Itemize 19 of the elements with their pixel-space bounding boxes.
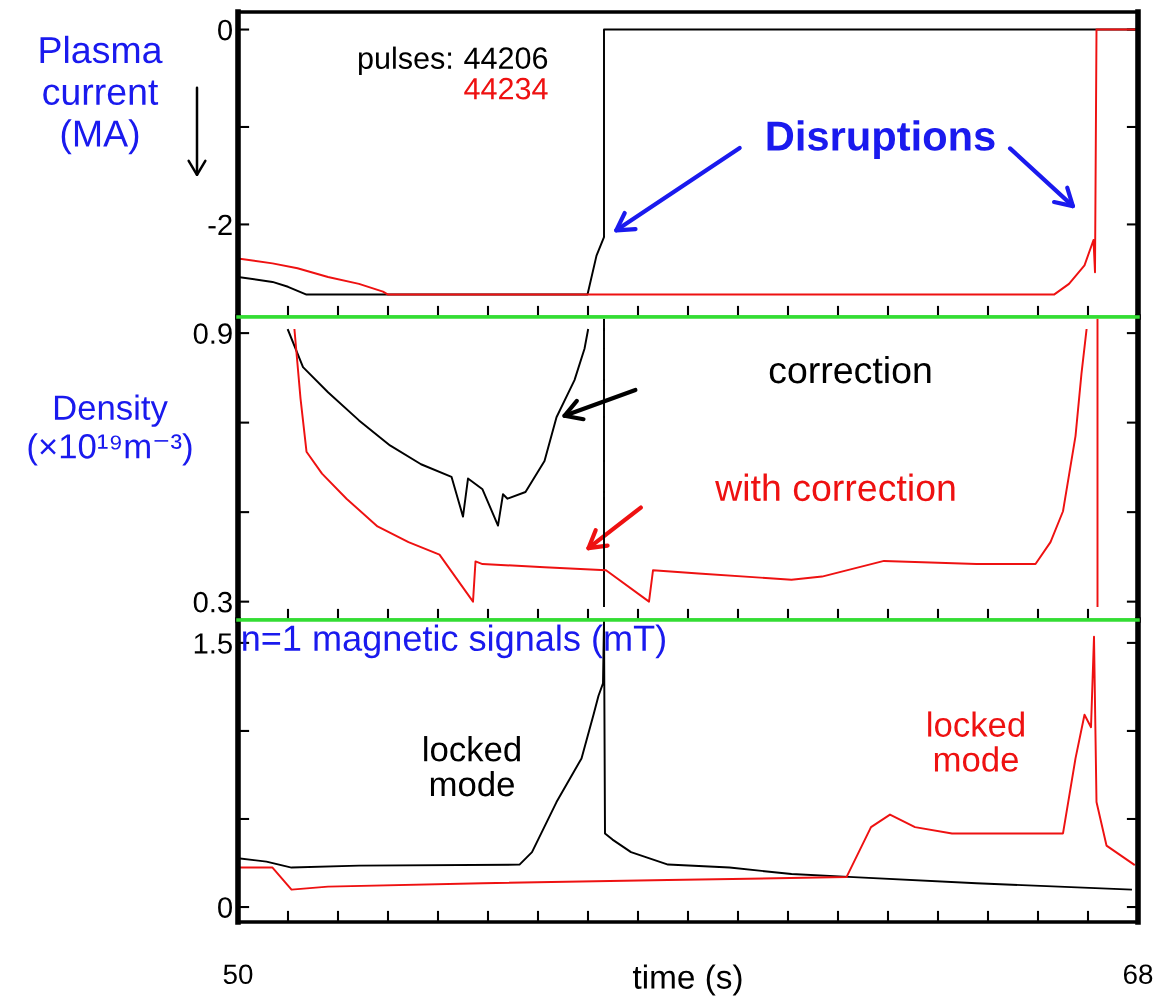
legend-title: pulses: [358, 46, 452, 76]
annotation: locked mode [928, 711, 1024, 772]
series-label: 44206 [464, 47, 548, 69]
y-axis-title: Plasma current (MA) [40, 35, 163, 155]
y-axis-title: Density (×10¹⁹m⁻³) [28, 394, 192, 466]
text: 44234 [464, 77, 548, 100]
y-tick-label: 0.9 [193, 323, 232, 344]
x-axis-title: time (s) [632, 964, 742, 996]
annotation: locked mode [424, 736, 520, 797]
y-tick-label: 0 [218, 19, 232, 41]
x-tick-label: 68 [1123, 964, 1153, 985]
annotation: correction [769, 355, 931, 384]
annotation: with correction [715, 473, 955, 502]
annotation: Disruptions [767, 120, 995, 160]
y-tick-label: 0.3 [193, 591, 232, 613]
x-tick-label: 50 [223, 964, 253, 985]
y-tick-label: -2 [208, 214, 232, 235]
y-tick-label: 1.5 [194, 633, 232, 654]
y-tick-label: 0 [218, 897, 232, 918]
